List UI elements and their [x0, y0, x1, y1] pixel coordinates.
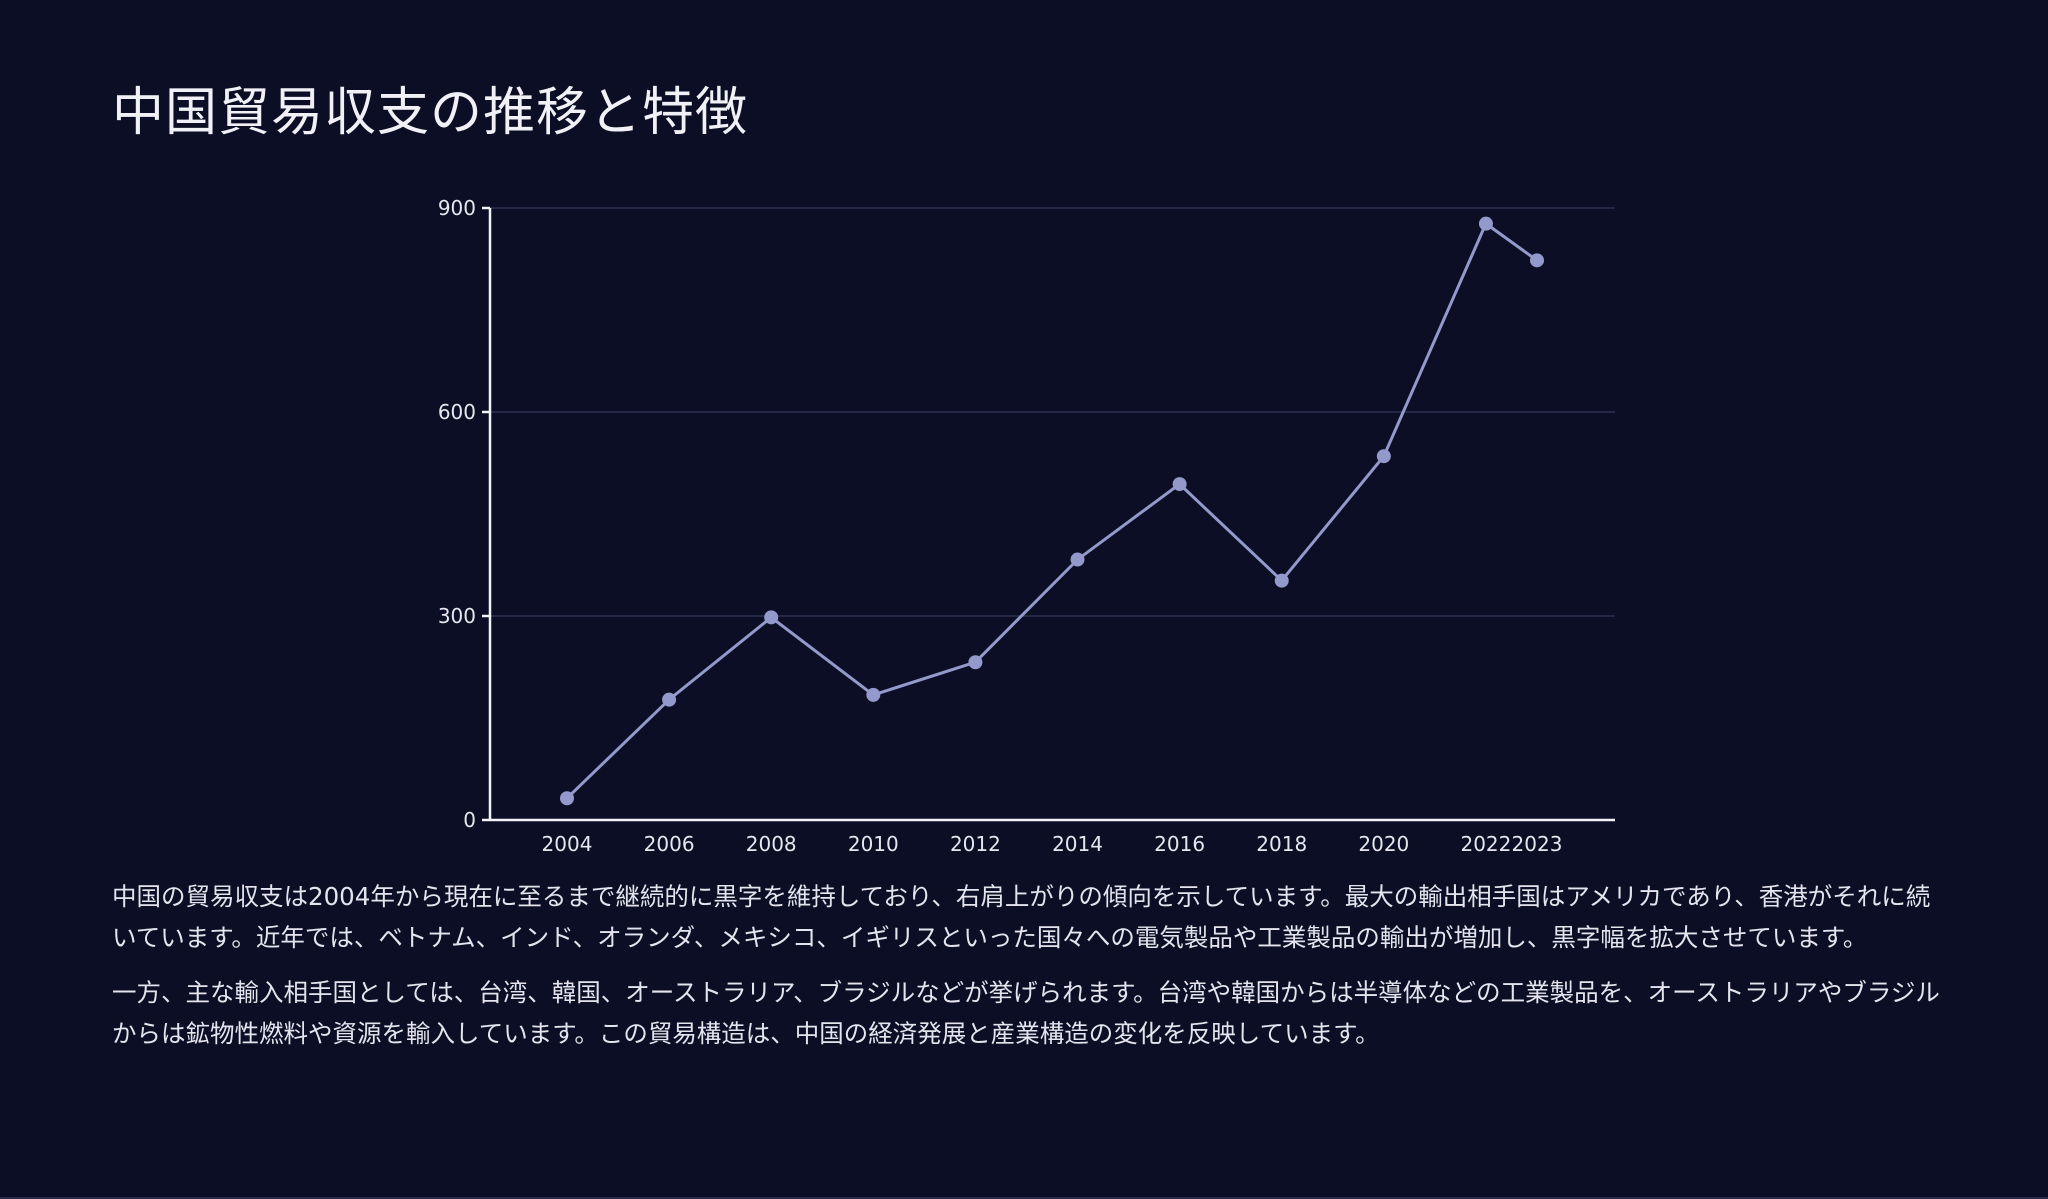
y-tick-label: 900 [438, 196, 476, 220]
x-tick-label: 2016 [1154, 832, 1205, 856]
data-point [1274, 573, 1289, 588]
data-point [1172, 477, 1187, 492]
x-tick-label: 2018 [1256, 832, 1307, 856]
x-tick-label: 2014 [1052, 832, 1103, 856]
data-point [560, 791, 574, 806]
data-point [662, 692, 677, 707]
bottom-divider [0, 1197, 2048, 1199]
data-point [968, 655, 983, 670]
x-tick-label: 2022 [1460, 832, 1511, 856]
x-tick-label: 2008 [746, 832, 797, 856]
y-tick-label: 600 [438, 400, 476, 424]
trade-balance-chart: 0 300 600 900 2004 2006 2008 2010 2012 2014 2016 20… [438, 196, 1615, 856]
data-point [1070, 552, 1085, 567]
x-tick-label: 2010 [848, 832, 899, 856]
data-point [1530, 253, 1544, 268]
x-tick-label: 2006 [644, 832, 695, 856]
x-tick-label: 2020 [1358, 832, 1409, 856]
y-tick-label: 0 [463, 808, 476, 832]
data-point [1478, 216, 1493, 231]
page-title: 中国貿易収支の推移と特徴 [112, 83, 749, 143]
x-tick-label: 2012 [950, 832, 1001, 856]
description: 中国の貿易収支は2004年から現在に至るまで継続的に黒字を維持しており、右肩上が… [112, 876, 1942, 1068]
x-tick-label: 2023 [1512, 832, 1563, 856]
data-point [866, 687, 881, 702]
data-point [1376, 449, 1391, 464]
series-line [565, 221, 1538, 800]
y-tick-label: 300 [438, 604, 476, 628]
paragraph-exports: 中国の貿易収支は2004年から現在に至るまで継続的に黒字を維持しており、右肩上が… [112, 882, 1931, 952]
paragraph-imports: 一方、主な輸入相手国としては、台湾、韓国、オーストラリア、ブラジルなどが挙げられ… [112, 978, 1940, 1048]
data-point [764, 610, 779, 625]
x-tick-label: 2004 [542, 832, 593, 856]
